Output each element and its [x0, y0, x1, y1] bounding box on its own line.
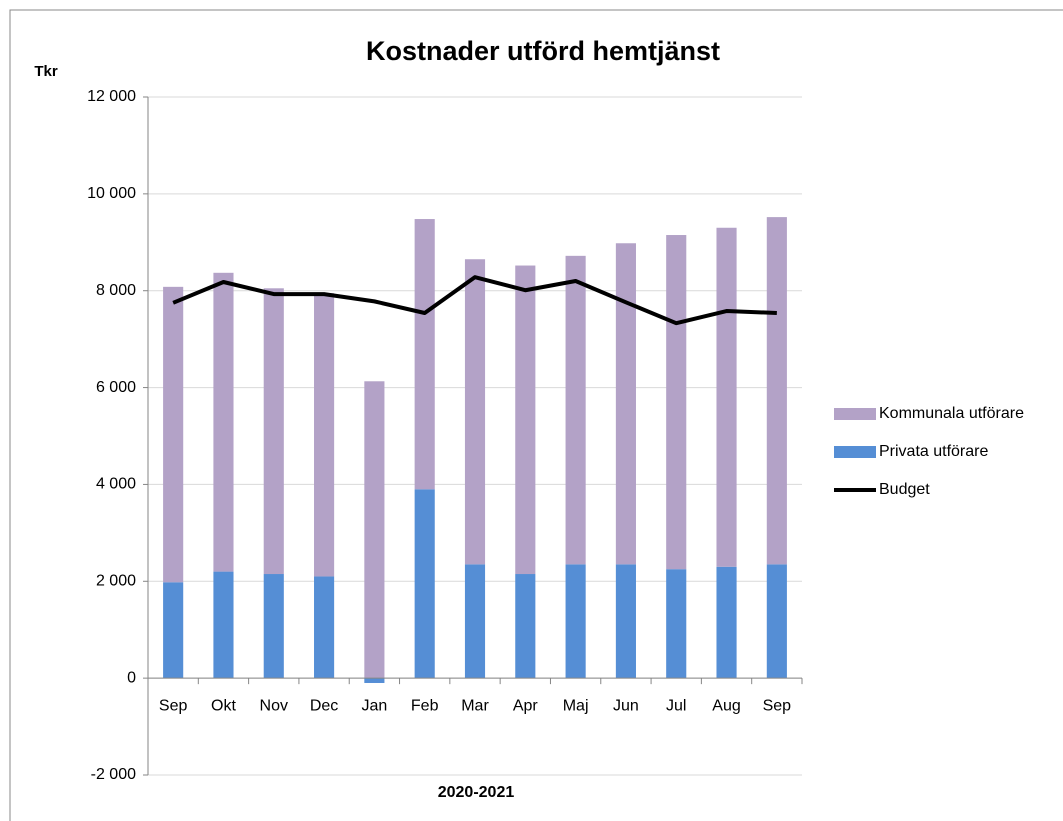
bar — [464, 259, 486, 565]
bar — [565, 255, 586, 565]
bar — [666, 235, 687, 570]
y-tick-label: 6 000 — [96, 379, 136, 396]
x-tick-label: Jan — [361, 697, 387, 714]
bar — [615, 243, 636, 565]
legend-swatch — [834, 408, 876, 420]
bar — [666, 569, 687, 679]
x-tick-label: Jul — [666, 697, 686, 714]
y-axis-label: Tkr — [34, 63, 58, 80]
chart-frame — [9, 9, 1063, 821]
y-tick-label: -2 000 — [91, 766, 136, 783]
line — [172, 275, 777, 326]
bar — [716, 227, 737, 567]
x-tick-label: Aug — [712, 697, 740, 714]
x-tick-label: Maj — [563, 697, 589, 714]
legend-label: Privata utförare — [879, 443, 988, 460]
bar — [263, 574, 284, 679]
x-tick-label: Feb — [411, 697, 439, 714]
x-tick-label: Sep — [763, 697, 792, 714]
legend-swatch — [834, 446, 876, 458]
bar — [515, 574, 536, 679]
x-tick-label: Nov — [260, 697, 288, 714]
bar — [766, 564, 787, 679]
y-tick-label: 4 000 — [96, 476, 136, 493]
bar — [464, 564, 486, 679]
x-axis-label: 2020-2021 — [438, 784, 515, 801]
x-tick-label: Dec — [310, 697, 338, 714]
bar — [163, 286, 184, 583]
bar — [263, 288, 284, 575]
bar — [716, 566, 737, 679]
y-tick-label: 2 000 — [96, 573, 136, 590]
y-tick-label: 10 000 — [87, 185, 136, 202]
bar — [314, 293, 335, 577]
bar — [314, 576, 335, 679]
bar — [565, 564, 586, 679]
bar — [213, 272, 234, 572]
bar — [615, 564, 636, 679]
chart-title: Kostnader utförd hemtjänst — [366, 36, 720, 66]
bar — [364, 678, 385, 683]
x-tick-label: Okt — [211, 697, 236, 714]
legend-label: Kommunala utförare — [879, 405, 1024, 422]
y-tick-label: 0 — [127, 669, 136, 686]
y-tick-label: 8 000 — [96, 282, 136, 299]
bar — [414, 489, 435, 679]
legend-label: Budget — [879, 481, 930, 498]
bar — [163, 582, 184, 679]
x-tick-label: Sep — [159, 697, 188, 714]
bar — [766, 217, 787, 565]
bar — [213, 571, 234, 679]
x-tick-label: Apr — [513, 697, 539, 714]
y-tick-label: 12 000 — [87, 88, 136, 105]
bar — [364, 381, 385, 679]
bar — [414, 219, 435, 490]
x-tick-label: Mar — [461, 697, 489, 714]
bar — [515, 265, 536, 575]
x-tick-label: Jun — [613, 697, 639, 714]
